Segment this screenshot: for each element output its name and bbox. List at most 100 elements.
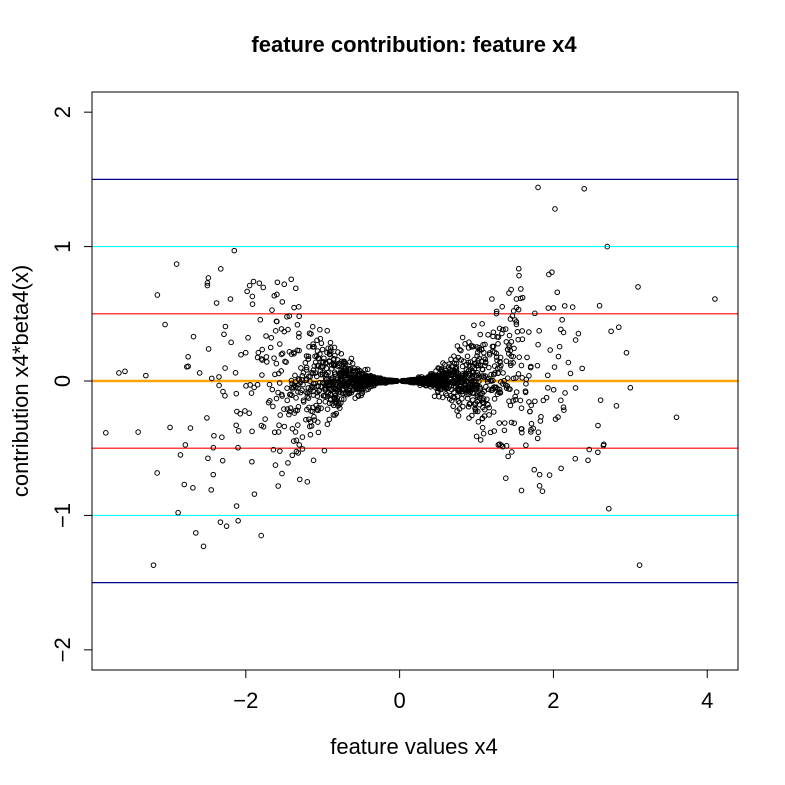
cloud-point-190 xyxy=(228,339,234,346)
cloud-point-1085 xyxy=(295,404,302,410)
data-point-3 xyxy=(150,562,157,568)
cloud-point-600 xyxy=(466,415,472,421)
data-point-29 xyxy=(292,285,299,292)
cloud-point-73 xyxy=(579,365,585,372)
cloud-point-1711 xyxy=(338,373,345,379)
cloud-point-1061 xyxy=(276,380,283,386)
cloud-point-726 xyxy=(307,431,314,438)
cloud-point-1579 xyxy=(543,394,550,401)
cloud-point-1538 xyxy=(448,356,454,363)
cloud-point-293 xyxy=(326,416,333,423)
cloud-point-451 xyxy=(211,432,217,439)
cloud-point-1504 xyxy=(460,358,467,365)
cloud-point-1590 xyxy=(303,389,309,395)
cloud-point-613 xyxy=(273,318,280,325)
cloud-point-771 xyxy=(493,310,500,317)
cloud-point-1668 xyxy=(276,341,283,347)
cloud-point-1669 xyxy=(399,378,406,384)
y-axis: −2 −1 0 1 2 xyxy=(50,106,92,662)
cloud-point-1658 xyxy=(297,389,304,396)
cloud-point-1737 xyxy=(322,385,329,391)
cloud-point-778 xyxy=(524,354,530,361)
cloud-point-580 xyxy=(309,323,316,330)
cloud-point-1272 xyxy=(319,346,326,353)
cloud-point-1308 xyxy=(472,406,479,413)
cloud-point-224 xyxy=(471,322,477,329)
cloud-point-29 xyxy=(298,365,304,371)
cloud-point-1795 xyxy=(453,377,460,384)
cloud-point-1683 xyxy=(273,395,280,402)
cloud-point-834 xyxy=(501,420,508,426)
cloud-point-551 xyxy=(474,349,481,356)
cloud-point-84 xyxy=(306,343,312,350)
cloud-point-1276 xyxy=(595,449,601,456)
cloud-point-820 xyxy=(254,381,261,388)
cloud-point-962 xyxy=(242,349,249,356)
cloud-point-372 xyxy=(364,366,371,373)
cloud-point-1790 xyxy=(470,383,477,390)
cloud-point-19 xyxy=(205,455,211,462)
cloud-point-206 xyxy=(284,385,290,391)
cloud-point-852 xyxy=(238,351,244,358)
cloud-point-1284 xyxy=(477,437,484,443)
cloud-point-1569 xyxy=(503,339,510,345)
cloud-point-527 xyxy=(219,457,226,464)
cloud-point-287 xyxy=(235,428,242,434)
cloud-point-1126 xyxy=(511,420,518,426)
cloud-point-965 xyxy=(257,316,264,323)
cloud-point-1095 xyxy=(249,301,256,307)
cloud-point-822 xyxy=(501,427,508,434)
cloud-point-1451 xyxy=(483,383,489,390)
cloud-point-797 xyxy=(505,453,511,460)
cloud-point-1119 xyxy=(558,397,564,404)
data-point-39 xyxy=(552,206,558,212)
cloud-point-1741 xyxy=(459,388,465,394)
cloud-point-1446 xyxy=(291,304,297,311)
data-point-14 xyxy=(196,370,203,376)
data-point-23 xyxy=(233,503,240,509)
data-point-21 xyxy=(227,296,234,302)
cloud-point-838 xyxy=(279,350,286,357)
y-tick-label-2: 0 xyxy=(50,375,75,387)
data-point-13 xyxy=(193,530,199,536)
cloud-point-498 xyxy=(440,360,446,366)
cloud-point-314 xyxy=(532,398,538,405)
cloud-point-1324 xyxy=(518,286,524,292)
cloud-point-265 xyxy=(321,447,328,454)
cloud-point-1182 xyxy=(486,364,492,371)
cloud-point-1779 xyxy=(422,380,429,387)
cloud-point-1558 xyxy=(522,389,529,396)
cloud-point-1088 xyxy=(331,361,337,368)
cloud-point-1314 xyxy=(311,414,317,420)
data-point-16 xyxy=(204,282,211,289)
cloud-point-1112 xyxy=(268,334,275,341)
cloud-point-1134 xyxy=(510,398,516,404)
data-point-42 xyxy=(569,304,576,310)
cloud-point-932 xyxy=(450,403,457,410)
cloud-point-1654 xyxy=(487,377,494,384)
cloud-point-1697 xyxy=(427,371,434,377)
data-point-35 xyxy=(535,184,541,191)
cloud-point-957 xyxy=(485,401,491,408)
cloud-point-604 xyxy=(495,340,501,347)
cloud-point-832 xyxy=(537,418,544,424)
cloud-point-1549 xyxy=(495,334,502,340)
cloud-point-107 xyxy=(287,405,294,411)
cloud-point-1501 xyxy=(497,390,504,396)
cloud-point-1761 xyxy=(443,377,450,383)
data-point-41 xyxy=(558,465,564,472)
cloud-point-1704 xyxy=(323,360,329,367)
cloud-point-505 xyxy=(275,483,281,489)
data-point-37 xyxy=(546,472,553,478)
cloud-point-1692 xyxy=(469,389,476,396)
data-point-1 xyxy=(135,429,141,435)
cloud-point-1199 xyxy=(295,450,301,456)
cloud-point-1778 xyxy=(330,375,336,381)
data-point-53 xyxy=(635,284,641,290)
cloud-point-1486 xyxy=(354,367,360,374)
cloud-point-750 xyxy=(314,363,321,369)
cloud-point-1434 xyxy=(290,349,297,356)
cloud-point-1029 xyxy=(453,357,459,363)
cloud-point-133 xyxy=(273,360,280,367)
